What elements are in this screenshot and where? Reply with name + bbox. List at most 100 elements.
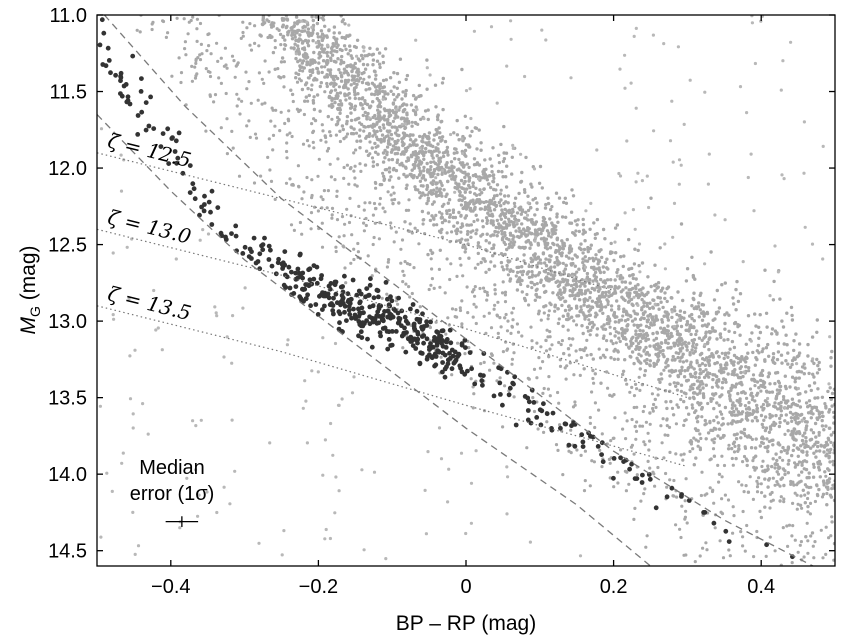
field-star	[278, 76, 283, 80]
field-star	[765, 437, 769, 441]
field-star	[548, 394, 552, 398]
field-star	[801, 442, 806, 446]
field-star	[372, 69, 377, 73]
field-star	[738, 292, 743, 296]
field-star	[422, 133, 427, 137]
field-star	[675, 332, 680, 336]
field-star	[800, 470, 804, 474]
field-star	[466, 238, 470, 242]
field-star	[807, 476, 811, 480]
field-star	[710, 438, 714, 442]
field-star	[256, 98, 260, 102]
selected-star	[491, 393, 497, 399]
field-star	[761, 425, 765, 429]
field-star	[389, 221, 393, 225]
field-star	[530, 185, 534, 189]
field-star	[566, 304, 571, 309]
field-star	[344, 135, 348, 139]
field-star	[661, 417, 665, 421]
field-star	[283, 38, 287, 42]
field-star	[751, 373, 756, 377]
field-star	[98, 404, 102, 408]
field-star	[367, 75, 371, 79]
field-star	[813, 499, 818, 504]
field-star	[758, 330, 763, 335]
field-star	[805, 450, 809, 454]
field-star	[595, 333, 599, 337]
field-star	[433, 161, 438, 166]
selected-star	[440, 369, 445, 375]
field-star	[612, 310, 617, 315]
field-star	[469, 521, 473, 525]
field-star	[698, 432, 702, 436]
field-star	[534, 257, 538, 261]
field-star	[684, 343, 688, 348]
field-star	[646, 431, 650, 435]
field-star	[378, 114, 382, 118]
field-star	[408, 295, 412, 299]
field-star	[583, 346, 588, 350]
field-star	[334, 74, 338, 79]
field-star	[491, 146, 495, 150]
field-star	[463, 196, 467, 200]
field-star	[831, 463, 835, 467]
field-star	[656, 465, 660, 470]
field-star	[692, 319, 696, 323]
field-star	[500, 265, 504, 269]
field-star	[363, 101, 367, 106]
field-star	[761, 459, 765, 463]
field-star	[731, 302, 736, 306]
field-star	[393, 98, 397, 102]
field-star	[232, 59, 236, 63]
field-star	[708, 354, 712, 358]
field-star	[806, 496, 810, 501]
field-star	[758, 313, 762, 317]
field-star	[630, 350, 635, 354]
field-star	[219, 56, 223, 60]
field-star	[392, 85, 396, 89]
field-star	[771, 457, 775, 461]
field-star	[726, 447, 731, 451]
field-star	[311, 140, 315, 144]
field-star	[701, 312, 705, 316]
field-star	[609, 304, 614, 308]
field-star	[557, 196, 562, 200]
field-star	[489, 199, 494, 203]
field-star	[485, 221, 489, 225]
field-star	[437, 193, 441, 198]
field-star	[786, 462, 790, 466]
field-star	[310, 369, 314, 373]
field-star	[806, 405, 810, 409]
field-star	[669, 346, 673, 350]
field-star	[688, 396, 692, 400]
field-star	[662, 456, 666, 460]
field-star	[680, 365, 684, 369]
field-star	[111, 251, 115, 255]
field-star	[668, 382, 672, 386]
field-star	[524, 216, 528, 221]
field-star	[697, 301, 701, 305]
field-star	[693, 375, 698, 379]
field-star	[768, 535, 772, 539]
field-star	[425, 161, 429, 166]
field-star	[640, 179, 645, 183]
field-star	[458, 306, 462, 310]
field-star	[367, 87, 371, 91]
field-star	[460, 322, 464, 326]
field-star	[741, 260, 745, 264]
field-star	[789, 40, 793, 44]
field-star	[755, 410, 760, 414]
field-star	[432, 200, 436, 204]
field-star	[537, 356, 541, 360]
selected-star	[371, 295, 377, 301]
field-star	[510, 362, 514, 366]
field-star	[426, 170, 430, 174]
field-star	[375, 163, 380, 167]
field-star	[782, 177, 786, 181]
field-star	[518, 280, 522, 284]
field-star	[289, 46, 293, 50]
field-star	[209, 52, 213, 56]
field-star	[651, 317, 655, 321]
field-star	[738, 333, 742, 337]
field-star	[583, 239, 587, 243]
